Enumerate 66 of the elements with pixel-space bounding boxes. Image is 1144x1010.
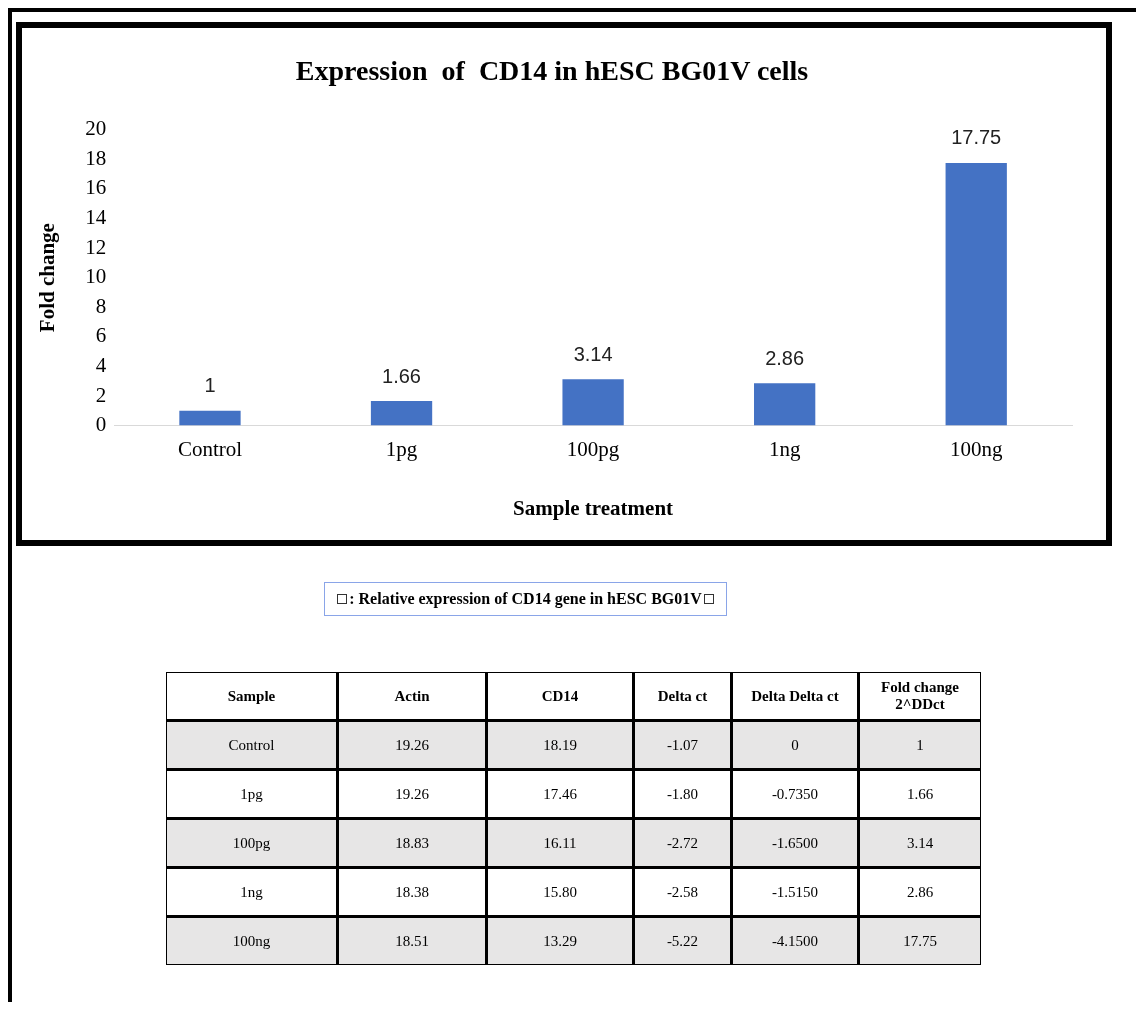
- text: -5.22: [666, 932, 699, 949]
- text: 19.26: [395, 785, 429, 802]
- text: -1.07: [666, 736, 699, 753]
- y-tick-label: 4: [95, 352, 107, 377]
- data-label: 17.75: [951, 126, 1002, 149]
- category-label: Actin: [337, 672, 487, 721]
- x-tick-label: 100pg: [566, 436, 620, 461]
- category-label: Control: [228, 736, 275, 753]
- data-label: 1: [204, 374, 216, 397]
- category-label: 1ng: [240, 883, 263, 900]
- y-tick-label: 0: [95, 412, 107, 437]
- y-tick-label: 20: [85, 116, 107, 141]
- text: -2.72: [666, 834, 699, 851]
- text: 2.86: [906, 883, 934, 900]
- x-tick-label: 1ng: [768, 436, 801, 461]
- bar: [945, 162, 1007, 426]
- text: -1.6500: [771, 834, 819, 851]
- text: -2.58: [666, 883, 699, 900]
- text: 18.19: [543, 736, 577, 753]
- x-axis-title: Sample treatment: [513, 495, 674, 520]
- y-axis-title: Fold change: [35, 223, 60, 333]
- category-label: Delta ct: [633, 672, 732, 721]
- category-label: Sample: [166, 672, 338, 721]
- text: 0: [791, 736, 799, 753]
- y-tick-label: 2: [95, 382, 107, 407]
- y-tick-label: 16: [85, 175, 107, 200]
- text: 16.11: [543, 834, 577, 851]
- bar: [562, 379, 624, 426]
- category-label: 1pg: [240, 785, 263, 802]
- y-tick-label: 18: [85, 145, 107, 170]
- text: : Relative expression of CD14 gene in hESC BG01V: [349, 590, 702, 608]
- text: 3.14: [906, 834, 934, 851]
- y-tick-label: 14: [85, 204, 107, 229]
- category-label: Fold change 2^DDct: [858, 672, 981, 721]
- data-label: 3.14: [573, 342, 613, 365]
- x-tick-label: 1pg: [385, 436, 418, 461]
- data-label: 2.86: [765, 346, 805, 369]
- y-tick-label: 10: [85, 264, 107, 289]
- text: 15.80: [543, 883, 577, 900]
- category-label: CD14: [486, 672, 634, 721]
- text: 17.75: [903, 932, 937, 949]
- bar: [370, 401, 433, 426]
- bar: [754, 383, 816, 426]
- text: -4.1500: [771, 932, 819, 949]
- bar: [179, 410, 241, 426]
- text: -1.5150: [771, 883, 819, 900]
- text: 18.51: [395, 932, 429, 949]
- text: 17.46: [543, 785, 577, 802]
- category-label: 100pg: [232, 834, 271, 851]
- x-tick-label: Control: [177, 436, 243, 461]
- text: 13.29: [543, 932, 577, 949]
- text: -1.80: [666, 785, 699, 802]
- chart-title: Expression of CD14 in hESC BG01V cells: [295, 55, 809, 87]
- x-tick-label: 100ng: [949, 436, 1003, 461]
- category-label: Delta Delta ct: [731, 672, 859, 721]
- data-label: 1.66: [382, 364, 422, 387]
- y-tick-label: 8: [95, 293, 107, 318]
- category-label: 100ng: [232, 932, 271, 949]
- text: 1: [916, 736, 924, 753]
- text: -0.7350: [771, 785, 819, 802]
- text: 18.83: [395, 834, 429, 851]
- text: 19.26: [395, 736, 429, 753]
- y-tick-label: 6: [95, 323, 107, 348]
- text: 18.38: [395, 883, 429, 900]
- y-tick-label: 12: [85, 234, 107, 259]
- text: 1.66: [906, 785, 934, 802]
